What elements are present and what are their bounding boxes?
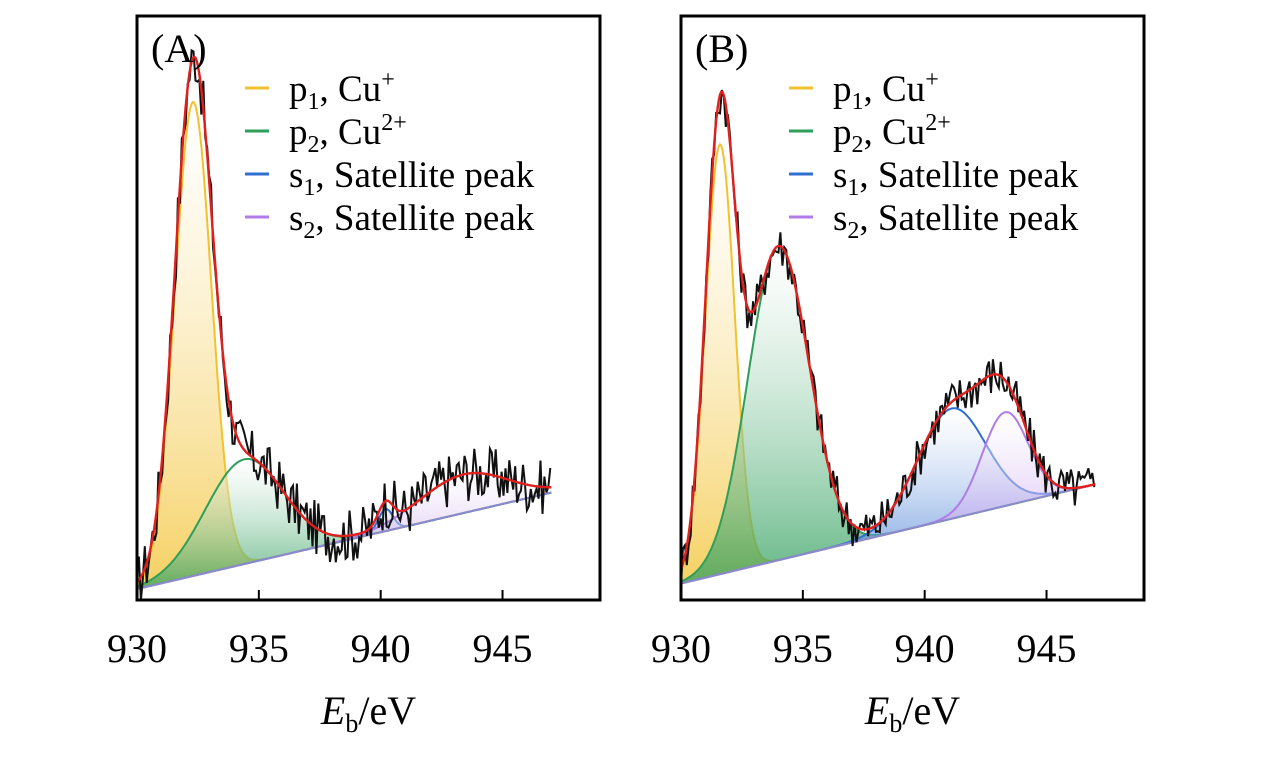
x-axis-label: Eb/eV xyxy=(864,688,960,738)
x-tick-label: 935 xyxy=(229,626,289,671)
legend-entry: p1, Cu+ xyxy=(289,67,395,115)
peak-area-4 xyxy=(681,412,1096,584)
x-axis-label: Eb/eV xyxy=(320,688,416,738)
x-tick-label: 945 xyxy=(1017,626,1077,671)
legend-entry: s2, Satellite peak xyxy=(289,198,535,244)
peak-area-1 xyxy=(137,102,552,589)
plot-frame xyxy=(679,14,1146,602)
peak-area-2 xyxy=(137,459,552,589)
legend-entry: p2, Cu2+ xyxy=(289,110,407,158)
x-tick-label: 935 xyxy=(773,626,833,671)
fit-envelope xyxy=(681,90,1096,570)
x-tick-label: 940 xyxy=(895,626,955,671)
x-tick-label: 940 xyxy=(351,626,411,671)
legend-entry: p1, Cu+ xyxy=(833,67,939,115)
peak-area-2 xyxy=(681,246,1096,584)
panel-b: 930 935 940 945 (B) Eb/eV p1, Cu+p2, Cu2+s1, S… xyxy=(651,14,1146,738)
legend-entry: s2, Satellite peak xyxy=(833,198,1079,244)
x-tick-label: 930 xyxy=(107,626,167,671)
panel-label: (B) xyxy=(695,26,748,71)
panel-a: 930 935 940 945 (A) Eb/eV p1, Cu+p2, Cu2+s1, S… xyxy=(107,14,602,738)
background-line xyxy=(681,483,1096,585)
legend-entry: p2, Cu2+ xyxy=(833,110,951,158)
legend-entry: s1, Satellite peak xyxy=(833,155,1079,201)
raw-spectrum xyxy=(681,89,1096,586)
panel-label: (A) xyxy=(151,26,207,71)
x-tick-label: 930 xyxy=(651,626,711,671)
plot-frame xyxy=(135,14,602,602)
legend-entry: s1, Satellite peak xyxy=(289,155,535,201)
x-tick-label: 945 xyxy=(473,626,533,671)
fit-envelope xyxy=(137,55,552,584)
